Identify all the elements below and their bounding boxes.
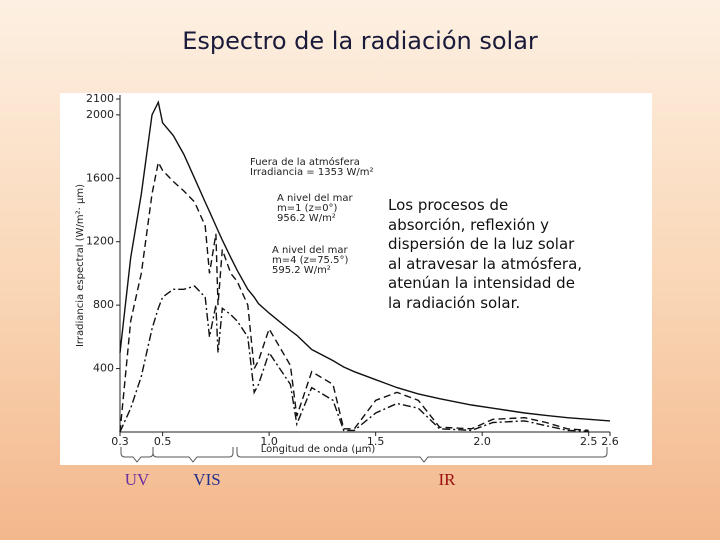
x-tick-label: 2.6	[601, 435, 619, 448]
x-tick-label: 0.3	[111, 435, 129, 448]
series-line	[119, 285, 589, 433]
y-tick-label: 400	[93, 362, 114, 375]
x-axis-label: Longitud de onda (µm)	[261, 444, 376, 455]
y-tick-label: 1200	[86, 235, 114, 248]
slide-title: Espectro de la radiación solar	[182, 27, 538, 55]
brace-vis	[152, 447, 234, 463]
y-tick-label: 2000	[86, 108, 114, 121]
band-label: IR	[439, 470, 457, 489]
band-label: UV	[125, 470, 150, 489]
y-tick-label: 2100	[86, 92, 114, 105]
series-label-detail: 595.2 W/m²	[272, 265, 331, 276]
y-tick-label: 1600	[86, 171, 114, 184]
x-tick-label: 0.5	[154, 435, 172, 448]
chart-panel	[60, 93, 652, 465]
series-label: Fuera de la atmósfera	[250, 156, 360, 168]
series-label-detail: 956.2 W/m²	[277, 213, 336, 224]
series-label: A nivel del mar	[272, 245, 348, 256]
band-label: VIS	[193, 470, 220, 489]
x-tick-label: 1.0	[260, 435, 278, 448]
x-tick-label: 2.0	[473, 435, 491, 448]
brace-ir	[236, 447, 608, 463]
brace-uv	[120, 447, 154, 463]
y-tick-label: 800	[93, 298, 114, 311]
x-tick-label: 1.5	[367, 435, 385, 448]
y-axis-label: Irradiancia espectral (W/m²· µm)	[75, 184, 86, 347]
series-label-detail: Irradiancia = 1353 W/m²	[250, 167, 374, 178]
x-tick-label: 2.5	[580, 435, 598, 448]
series-label-detail: m=4 (z=75.5°)	[272, 255, 348, 266]
series-line	[119, 160, 589, 433]
series-line	[119, 100, 611, 422]
series-label: A nivel del mar	[277, 193, 353, 204]
note-text: Los procesos de absorción, reflexión y d…	[388, 196, 583, 312]
band-braces	[120, 447, 608, 463]
series-label-detail: m=1 (z=0°)	[277, 203, 338, 214]
